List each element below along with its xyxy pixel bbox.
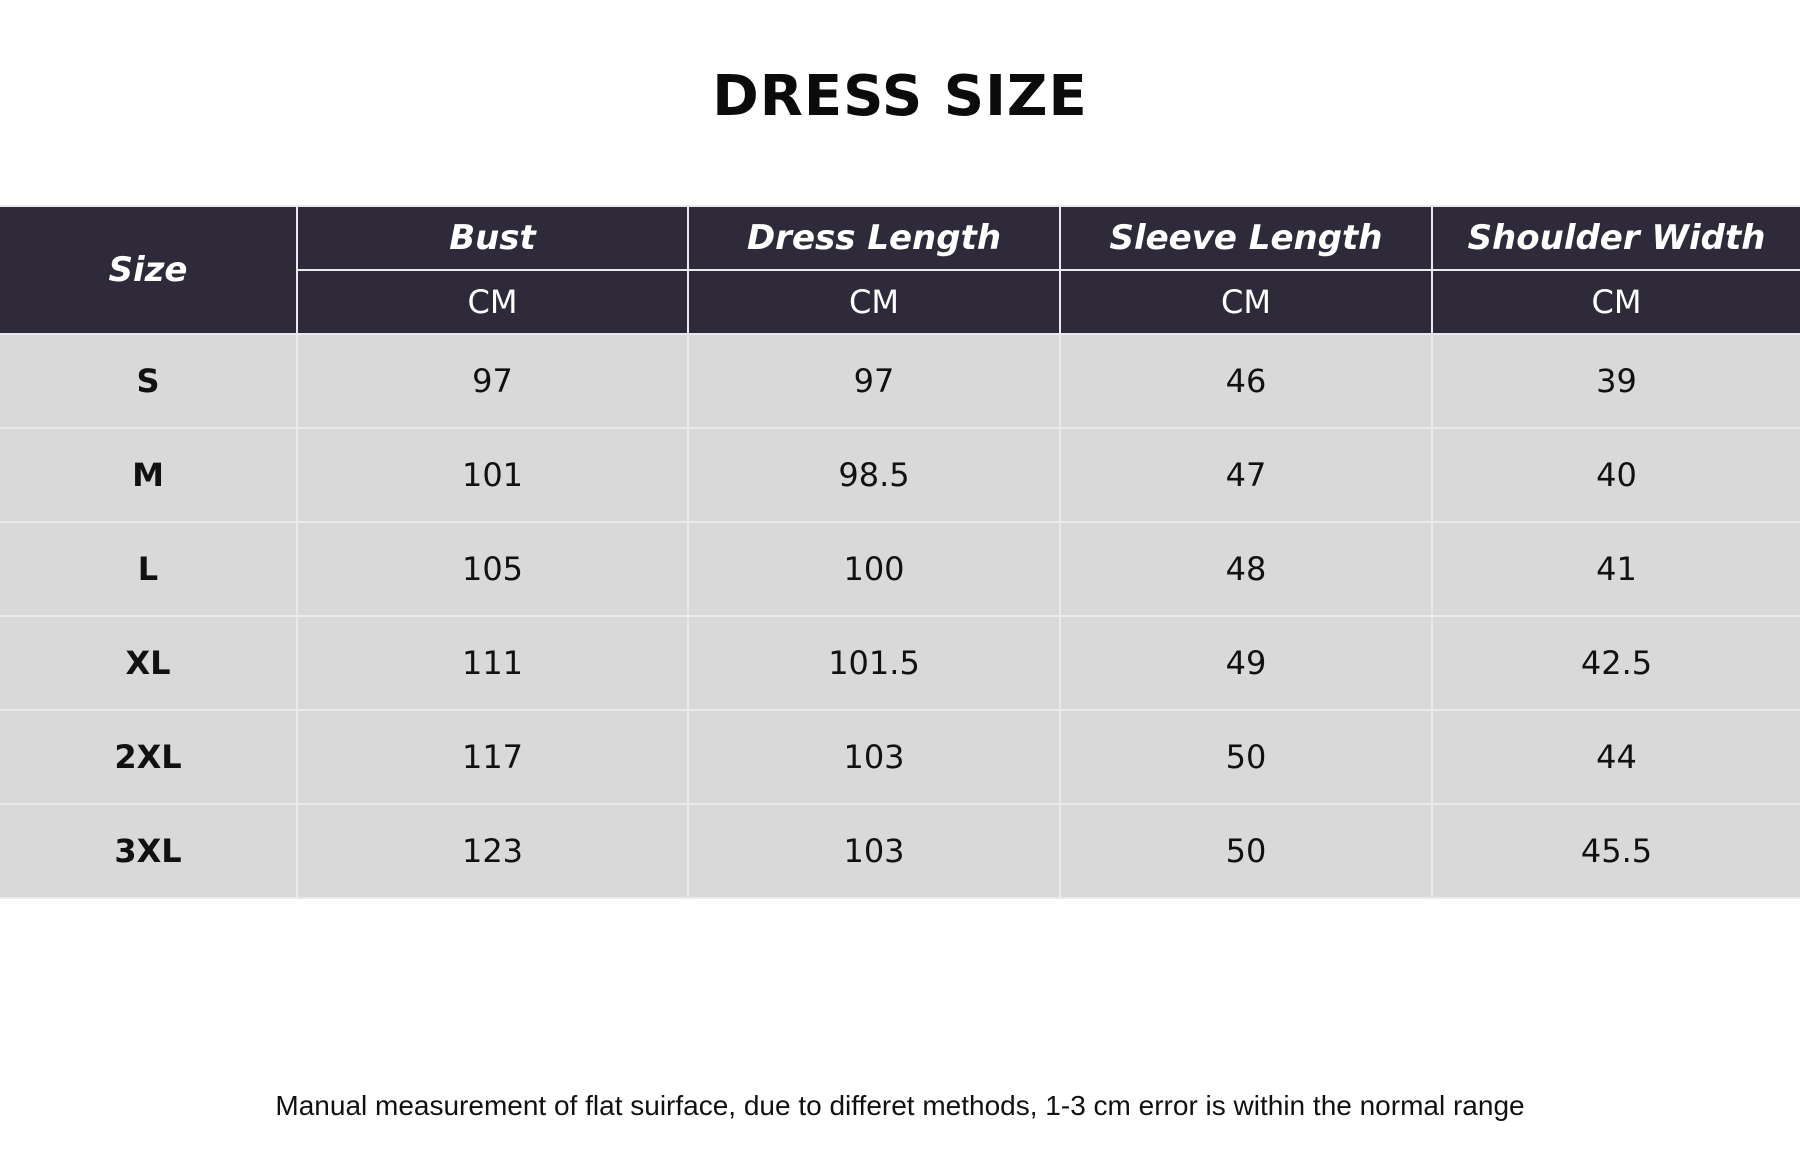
value-cell: 101.5 — [687, 615, 1061, 711]
value-cell: 45.5 — [1431, 803, 1800, 899]
size-chart-table: Size Bust Dress Length Sleeve Length Sho… — [0, 205, 1800, 899]
footnote: Manual measurement of flat suirface, due… — [275, 1090, 1525, 1121]
value-cell: 101 — [296, 427, 689, 523]
unit-header: CM — [1431, 269, 1800, 335]
size-header: Size — [0, 205, 298, 335]
value-cell: 50 — [1059, 709, 1433, 805]
table-row: 2XL 117 103 50 44 — [0, 709, 1800, 805]
value-cell: 40 — [1431, 427, 1800, 523]
table-row: L 105 100 48 41 — [0, 521, 1800, 617]
value-cell: 42.5 — [1431, 615, 1800, 711]
value-cell: 123 — [296, 803, 689, 899]
value-cell: 97 — [296, 333, 689, 429]
value-cell: 100 — [687, 521, 1061, 617]
unit-row: CM CM CM CM — [0, 269, 1800, 335]
column-header: Shoulder Width — [1431, 205, 1800, 271]
value-cell: 44 — [1431, 709, 1800, 805]
size-cell: L — [0, 521, 298, 617]
value-cell: 98.5 — [687, 427, 1061, 523]
table-row: 3XL 123 103 50 45.5 — [0, 803, 1800, 899]
size-cell: S — [0, 333, 298, 429]
table-row: S 97 97 46 39 — [0, 333, 1800, 429]
value-cell: 103 — [687, 709, 1061, 805]
column-header: Sleeve Length — [1059, 205, 1433, 271]
value-cell: 47 — [1059, 427, 1433, 523]
column-header: Bust — [296, 205, 689, 271]
size-cell: XL — [0, 615, 298, 711]
unit-header: CM — [687, 269, 1061, 335]
value-cell: 103 — [687, 803, 1061, 899]
table-row: M 101 98.5 47 40 — [0, 427, 1800, 523]
size-cell: 3XL — [0, 803, 298, 899]
value-cell: 39 — [1431, 333, 1800, 429]
value-cell: 117 — [296, 709, 689, 805]
size-cell: 2XL — [0, 709, 298, 805]
unit-header: CM — [1059, 269, 1433, 335]
header-row: Size Bust Dress Length Sleeve Length Sho… — [0, 205, 1800, 335]
value-cell: 50 — [1059, 803, 1433, 899]
value-cell: 41 — [1431, 521, 1800, 617]
table-row: XL 111 101.5 49 42.5 — [0, 615, 1800, 711]
page-title: DRESS SIZE — [712, 64, 1088, 129]
value-cell: 49 — [1059, 615, 1433, 711]
value-cell: 105 — [296, 521, 689, 617]
column-header: Dress Length — [687, 205, 1061, 271]
unit-header: CM — [297, 269, 689, 335]
value-cell: 46 — [1059, 333, 1433, 429]
size-cell: M — [0, 427, 298, 523]
value-cell: 97 — [687, 333, 1061, 429]
value-cell: 48 — [1059, 521, 1433, 617]
value-cell: 111 — [296, 615, 689, 711]
